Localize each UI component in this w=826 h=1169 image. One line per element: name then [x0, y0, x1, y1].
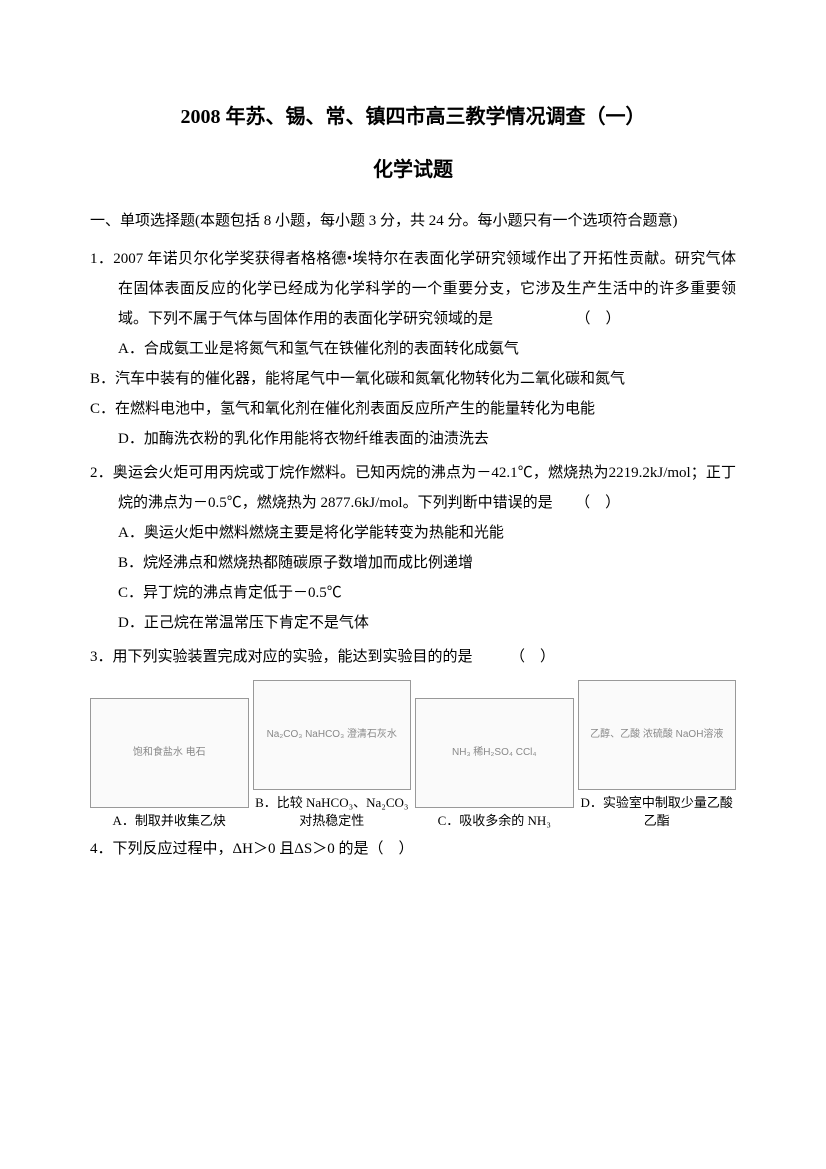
q3-diagram-a: 饱和食盐水 电石 [90, 698, 249, 808]
q1-option-b: B．汽车中装有的催化器，能将尾气中一氧化碳和氮氧化物转化为二氧化碳和氮气 [90, 364, 736, 394]
q1-number: 1． [90, 251, 113, 267]
q1-text: 2007 年诺贝尔化学奖获得者格格德•埃特尔在表面化学研究领域作出了开拓性贡献。… [113, 251, 736, 327]
q3-text: 用下列实验装置完成对应的实验，能达到实验目的的是 （ ） [113, 649, 556, 665]
q3-diagram-c: NH₃ 稀H₂SO₄ CCl₄ [415, 698, 574, 808]
q2-stem: 2．奥运会火炬可用丙烷或丁烷作燃料。已知丙烷的沸点为－42.1℃，燃烧热为221… [90, 458, 736, 518]
q2-option-c: C．异丁烷的沸点肯定低于－0.5℃ [90, 578, 736, 608]
q3-diagram-b: Na₂CO₃ NaHCO₃ 澄清石灰水 [253, 680, 412, 790]
q1-stem: 1．2007 年诺贝尔化学奖获得者格格德•埃特尔在表面化学研究领域作出了开拓性贡… [90, 244, 736, 334]
q2-text: 奥运会火炬可用丙烷或丁烷作燃料。已知丙烷的沸点为－42.1℃，燃烧热为2219.… [113, 465, 736, 511]
main-title: 2008 年苏、锡、常、镇四市高三教学情况调查（一） [90, 100, 736, 129]
q2-option-b: B．烷烃沸点和燃烧热都随碳原子数增加而成比例递增 [90, 548, 736, 578]
q3-diagram-a-content: 饱和食盐水 电石 [129, 739, 210, 767]
q3-caption-b: B．比较 NaHCO₃、Na₂CO₃对热稳定性 [253, 794, 412, 830]
q3-figure-a: 饱和食盐水 电石 A．制取并收集乙炔 [90, 698, 249, 830]
q3-caption-a: A．制取并收集乙炔 [113, 812, 226, 830]
q3-diagram-d: 乙醇、乙酸 浓硫酸 NaOH溶液 [578, 680, 737, 790]
question-1: 1．2007 年诺贝尔化学奖获得者格格德•埃特尔在表面化学研究领域作出了开拓性贡… [90, 244, 736, 454]
section-intro: 一、单项选择题(本题包括 8 小题，每小题 3 分，共 24 分。每小题只有一个… [90, 206, 736, 236]
q1-option-c: C．在燃料电池中，氢气和氧化剂在催化剂表面反应所产生的能量转化为电能 [90, 394, 736, 424]
q1-option-a: A．合成氨工业是将氮气和氢气在铁催化剂的表面转化成氨气 [90, 334, 736, 364]
q3-caption-c: C．吸收多余的 NH₃ [438, 812, 551, 830]
q4-text: 下列反应过程中，ΔH＞0 且ΔS＞0 的是（ ） [113, 841, 414, 857]
q1-option-d: D．加酶洗衣粉的乳化作用能将衣物纤维表面的油渍洗去 [90, 424, 736, 454]
q2-number: 2． [90, 465, 113, 481]
q3-stem: 3．用下列实验装置完成对应的实验，能达到实验目的的是 （ ） [90, 642, 736, 672]
q2-option-a: A．奥运火炬中燃料燃烧主要是将化学能转变为热能和光能 [90, 518, 736, 548]
q3-figures: 饱和食盐水 电石 A．制取并收集乙炔 Na₂CO₃ NaHCO₃ 澄清石灰水 B… [90, 680, 736, 830]
q4-stem: 4．下列反应过程中，ΔH＞0 且ΔS＞0 的是（ ） [90, 834, 736, 864]
question-3: 3．用下列实验装置完成对应的实验，能达到实验目的的是 （ ） 饱和食盐水 电石 … [90, 642, 736, 830]
q3-number: 3． [90, 649, 113, 665]
q3-figure-b: Na₂CO₃ NaHCO₃ 澄清石灰水 B．比较 NaHCO₃、Na₂CO₃对热… [253, 680, 412, 830]
q3-diagram-c-content: NH₃ 稀H₂SO₄ CCl₄ [448, 739, 540, 767]
q3-diagram-b-content: Na₂CO₃ NaHCO₃ 澄清石灰水 [263, 721, 401, 749]
q3-diagram-d-content: 乙醇、乙酸 浓硫酸 NaOH溶液 [586, 721, 727, 749]
q3-caption-d: D．实验室中制取少量乙酸乙酯 [578, 794, 737, 830]
question-4: 4．下列反应过程中，ΔH＞0 且ΔS＞0 的是（ ） [90, 834, 736, 864]
q3-figure-d: 乙醇、乙酸 浓硫酸 NaOH溶液 D．实验室中制取少量乙酸乙酯 [578, 680, 737, 830]
sub-title: 化学试题 [90, 153, 736, 182]
q2-option-d: D．正己烷在常温常压下肯定不是气体 [90, 608, 736, 638]
question-2: 2．奥运会火炬可用丙烷或丁烷作燃料。已知丙烷的沸点为－42.1℃，燃烧热为221… [90, 458, 736, 638]
q3-figure-c: NH₃ 稀H₂SO₄ CCl₄ C．吸收多余的 NH₃ [415, 698, 574, 830]
q4-number: 4． [90, 841, 113, 857]
